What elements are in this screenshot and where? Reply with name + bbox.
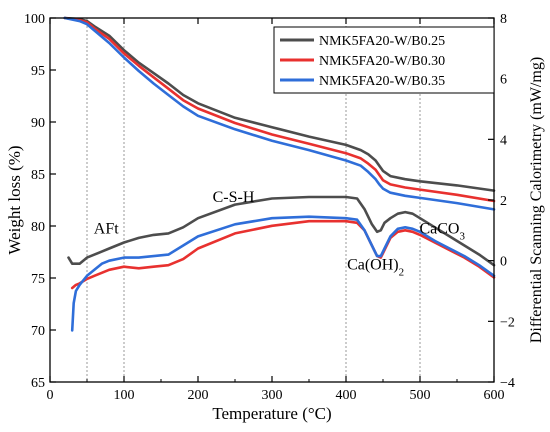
- y-right-tick-label: 4: [500, 133, 507, 148]
- y-left-tick-label: 80: [31, 220, 45, 235]
- y-right-tick-label: −2: [500, 315, 515, 330]
- y-left-tick-label: 65: [31, 376, 45, 391]
- x-tick-label: 100: [114, 388, 135, 403]
- dsc-line: [70, 215, 496, 332]
- legend[interactable]: NMK5FA20-W/B0.25 NMK5FA20-W/B0.30 NMK5FA20…: [273, 26, 495, 94]
- x-tick-label: 400: [336, 388, 357, 403]
- x-tick-label: 600: [484, 388, 505, 403]
- annotation-label: AFt: [94, 220, 119, 237]
- annotation-label: C-S-H: [213, 189, 255, 206]
- weight-loss-line: [63, 16, 496, 192]
- y-right-tick-label: 6: [500, 73, 507, 88]
- y-left-tick-label: 70: [31, 324, 45, 339]
- weight-loss-line: [63, 16, 496, 211]
- axes: 0 100 200 300 400 500 60065707580859095100−4−2…: [24, 12, 515, 403]
- y-left-tick-label: 100: [24, 12, 45, 27]
- annotation-label: Ca(OH)2: [347, 257, 404, 279]
- y-axis-right-label: Differential Scanning Calorimetry (mW/mg…: [528, 57, 545, 343]
- y-left-tick-label: 85: [31, 168, 45, 183]
- annotation-subscript: 3: [459, 230, 465, 242]
- dsc-line: [70, 219, 496, 290]
- y-left-tick-label: 75: [31, 272, 45, 287]
- legend-label: NMK5FA20-W/B0.35: [319, 74, 445, 89]
- x-axis-label: Temperature (°C): [212, 404, 331, 423]
- annotation-subscript: 2: [399, 267, 405, 279]
- annotation-label: CaCO3: [419, 220, 465, 242]
- annotations: AFt C-S-H Ca(OH)2 CaCO3: [94, 189, 466, 279]
- y-right-tick-label: 2: [500, 194, 507, 209]
- y-left-tick-label: 95: [31, 64, 45, 79]
- y-left-tick-label: 90: [31, 116, 45, 131]
- y-right-tick-label: 8: [500, 12, 507, 27]
- x-tick-label: 500: [410, 388, 431, 403]
- y-axis-left-label: Weight loss (%): [5, 145, 24, 254]
- y-right-tick-label: 0: [500, 255, 507, 270]
- x-tick-label: 0: [47, 388, 54, 403]
- legend-label: NMK5FA20-W/B0.25: [319, 34, 445, 49]
- series-group: [63, 16, 496, 332]
- weight-loss-line: [63, 16, 496, 203]
- dsc-line: [67, 195, 496, 267]
- x-tick-label: 300: [262, 388, 283, 403]
- legend-label: NMK5FA20-W/B0.30: [319, 54, 445, 69]
- x-tick-label: 200: [188, 388, 209, 403]
- y-right-tick-label: −4: [500, 376, 515, 391]
